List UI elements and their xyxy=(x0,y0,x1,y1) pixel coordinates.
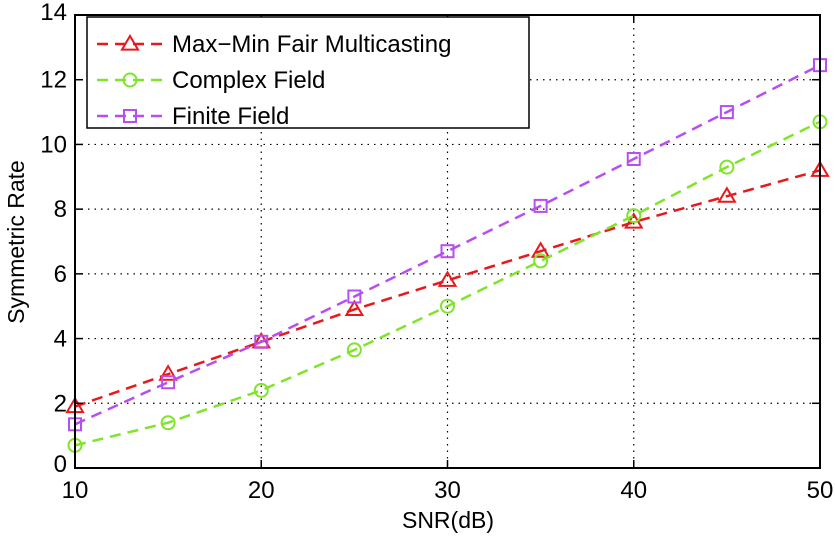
legend-marker xyxy=(122,72,138,88)
data-point xyxy=(719,159,735,175)
series-layer xyxy=(65,58,830,453)
y-tick-label: 12 xyxy=(40,67,67,94)
x-tick-label: 50 xyxy=(807,477,834,504)
data-point xyxy=(440,298,455,314)
y-tick-label: 6 xyxy=(54,261,67,288)
data-point xyxy=(344,299,365,317)
x-tick-label: 40 xyxy=(620,477,647,504)
legend-item: Finite Field xyxy=(97,103,289,130)
legend-items: Max−Min Fair Multicasting Complex Field Fi… xyxy=(97,31,451,130)
legend-marker xyxy=(123,109,137,123)
y-axis-label: Symmetric Rate xyxy=(3,160,29,324)
legend-label: Finite Field xyxy=(172,103,289,130)
x-tick-label: 20 xyxy=(248,477,275,504)
legend-label: Max−Min Fair Multicasting xyxy=(172,31,451,58)
data-point xyxy=(533,198,548,213)
data-point xyxy=(253,382,269,398)
y-tick-label: 10 xyxy=(40,131,67,158)
x-tick-label: 10 xyxy=(62,477,89,504)
data-point xyxy=(161,375,176,390)
y-tick-label: 0 xyxy=(54,451,67,478)
data-point xyxy=(158,364,178,381)
legend-box xyxy=(86,16,530,129)
series-1 xyxy=(65,160,830,414)
legend-marker xyxy=(120,34,140,51)
series-line xyxy=(74,120,821,447)
legend-label: Complex Field xyxy=(172,67,325,94)
y-tick-label: 8 xyxy=(54,196,67,223)
data-point xyxy=(437,270,458,287)
data-point xyxy=(719,105,734,120)
legend-item: Max−Min Fair Multicasting xyxy=(97,31,451,58)
data-point xyxy=(254,334,269,349)
series-2 xyxy=(67,114,828,453)
data-point xyxy=(440,244,455,259)
legend: Max−Min Fair Multicasting Complex Field Fi… xyxy=(86,16,530,130)
data-point xyxy=(160,415,176,431)
series-line xyxy=(74,64,821,426)
data-point xyxy=(530,241,551,258)
y-tick-label: 14 xyxy=(40,0,67,26)
data-point xyxy=(533,253,549,269)
legend-item: Complex Field xyxy=(97,67,325,94)
data-point xyxy=(626,151,641,166)
series-line xyxy=(74,169,821,408)
data-point xyxy=(626,208,642,224)
data-point xyxy=(346,342,362,358)
y-tick-label: 4 xyxy=(54,326,67,353)
x-axis-label: SNR(dB) xyxy=(402,507,494,533)
y-tick-label: 2 xyxy=(54,390,67,417)
data-point xyxy=(717,186,737,203)
x-tick-label: 30 xyxy=(434,477,461,504)
data-point xyxy=(347,289,362,304)
tick-labels: 10 20 30 40 50 0 2 4 6 8 10 12 14 xyxy=(40,0,833,504)
